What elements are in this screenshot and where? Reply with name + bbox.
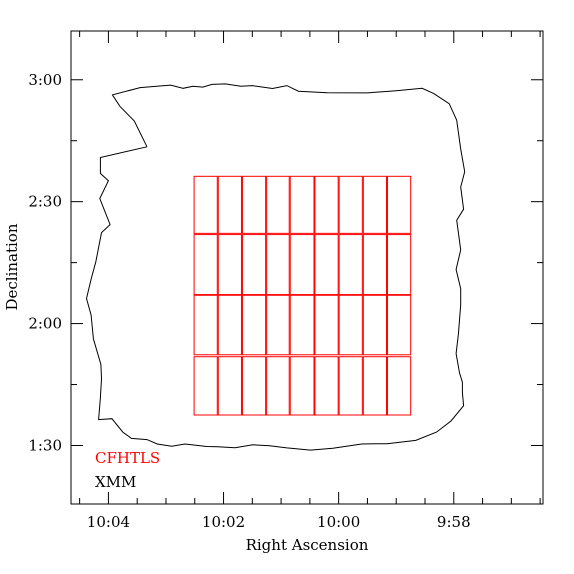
- cfhtls-tile: [241, 234, 267, 296]
- cfhtls-tile: [289, 234, 315, 296]
- cfhtls-tile: [217, 175, 242, 234]
- x-tick-label: 9:58: [437, 513, 471, 531]
- cfhtls-tile: [193, 234, 218, 296]
- cfhtls-tile: [362, 356, 388, 416]
- cfhtls-tile: [314, 175, 339, 234]
- legend-xmm: XMM: [95, 473, 136, 491]
- cfhtls-tile: [362, 294, 388, 356]
- cfhtls-tile: [241, 294, 267, 356]
- plot-frame: [70, 30, 544, 505]
- legend-cfhtls: CFHTLS: [95, 449, 160, 467]
- cfhtls-tile: [217, 234, 242, 296]
- cfhtls-tile: [362, 234, 388, 296]
- cfhtls-tile: [387, 175, 412, 234]
- xmm-outline: [85, 83, 466, 451]
- cfhtls-tile: [314, 234, 339, 296]
- x-tick-label: 10:00: [317, 513, 360, 531]
- cfhtls-tiles: [193, 175, 412, 416]
- x-tick-labels: 10:04 10:02 10:00 9:58: [87, 513, 471, 531]
- x-tick-label: 10:04: [87, 513, 130, 531]
- cfhtls-tile: [338, 294, 363, 356]
- cfhtls-tile: [217, 356, 242, 416]
- y-tick-label: 2:30: [28, 193, 62, 211]
- y-tick-label: 1:30: [28, 436, 62, 454]
- cfhtls-tile: [241, 356, 267, 416]
- cfhtls-tile: [217, 294, 242, 356]
- cfhtls-tile: [266, 234, 290, 296]
- cfhtls-tile: [289, 175, 315, 234]
- cfhtls-tile: [387, 356, 412, 416]
- cfhtls-tile: [338, 175, 363, 234]
- cfhtls-tile: [338, 234, 363, 296]
- cfhtls-tile: [314, 356, 339, 416]
- y-tick-label: 2:00: [28, 315, 62, 333]
- cfhtls-tile: [193, 356, 218, 416]
- cfhtls-tile: [266, 356, 290, 416]
- cfhtls-tile: [338, 356, 363, 416]
- cfhtls-tile: [289, 356, 315, 416]
- cfhtls-tile: [387, 234, 412, 296]
- x-axis-label: Right Ascension: [246, 536, 369, 554]
- cfhtls-tile: [241, 175, 267, 234]
- cfhtls-tile: [362, 175, 388, 234]
- cfhtls-tile: [387, 294, 412, 356]
- x-tick-label: 10:02: [202, 513, 245, 531]
- cfhtls-tile: [314, 294, 339, 356]
- axis-ticks: [71, 31, 543, 504]
- y-tick-label: 3:00: [28, 71, 62, 89]
- cfhtls-tile: [193, 175, 218, 234]
- cfhtls-tile: [266, 175, 290, 234]
- y-axis-label: Declination: [3, 223, 21, 310]
- cfhtls-tile: [193, 294, 218, 356]
- cfhtls-tile: [266, 294, 290, 356]
- y-tick-labels: 3:00 2:30 2:00 1:30: [28, 71, 62, 455]
- cfhtls-tile: [289, 294, 315, 356]
